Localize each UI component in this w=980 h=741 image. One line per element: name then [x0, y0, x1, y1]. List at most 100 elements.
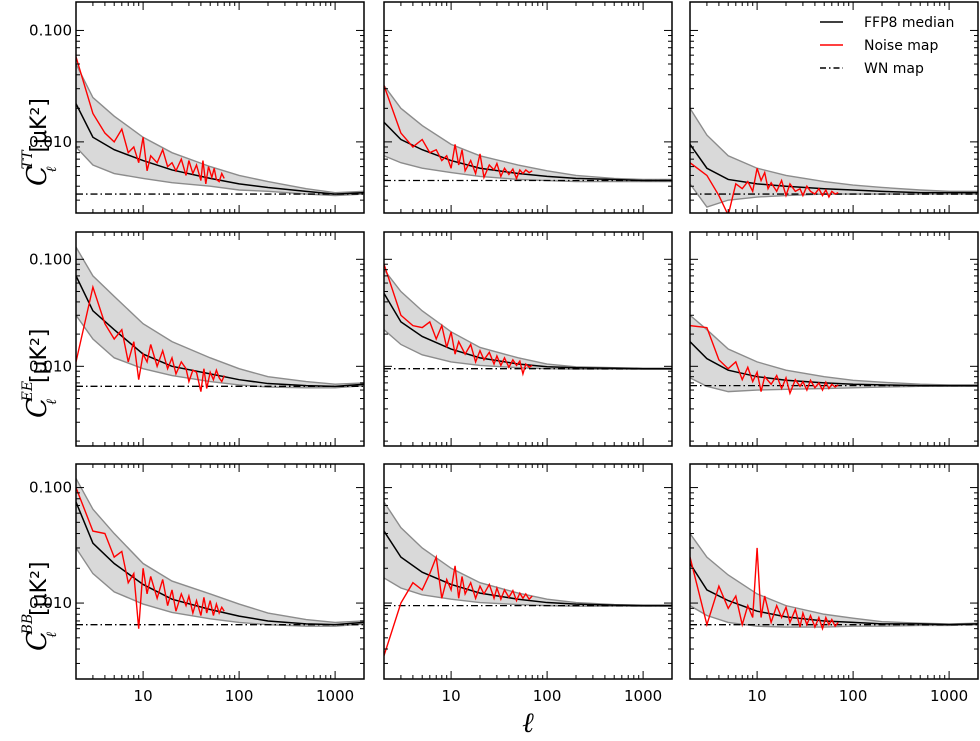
plot-area — [76, 246, 364, 392]
x-tick-label: 10 — [748, 687, 767, 705]
svg-text:CEEℓ[μK²]: CEE ℓ [μK²] — [20, 329, 60, 418]
noise-line — [690, 547, 839, 632]
plot-area — [690, 107, 978, 213]
noise-line — [76, 487, 225, 629]
ffp8-band — [76, 247, 364, 388]
band-upper-edge — [690, 107, 978, 193]
panel-tt-3 — [689, 1, 979, 214]
band-upper-edge — [76, 478, 364, 624]
x-tick-label: 10 — [134, 687, 153, 705]
x-tick-label: 1000 — [624, 687, 662, 705]
median-line — [690, 143, 978, 194]
ylabel-unit: [μK²] — [27, 329, 52, 383]
band-lower-edge — [690, 605, 978, 628]
plot-area — [384, 263, 672, 377]
panel-ee-3 — [689, 231, 979, 447]
band-lower-edge — [384, 577, 672, 607]
ylabel-symbol: C — [22, 165, 53, 186]
y-tick-label: 0.010 — [29, 594, 72, 612]
band-upper-edge — [76, 63, 364, 194]
svg-text:CTTℓ[μK²]: CTT ℓ [μK²] — [20, 98, 60, 186]
legend-label-median: FFP8 median — [864, 15, 954, 31]
ffp8-band — [690, 108, 978, 208]
x-tick-label: 100 — [533, 687, 562, 705]
ylabel-symbol: C — [22, 630, 53, 651]
x-tick-label: 1000 — [930, 687, 968, 705]
ffp8-band — [76, 478, 364, 627]
ylabel-superscript: EE — [20, 381, 36, 402]
legend-label-noise: Noise map — [864, 38, 939, 54]
row-label-tt: CTT ℓ [μK²] — [20, 98, 60, 186]
panel-bb-3: 10 100 1000 — [689, 463, 979, 705]
axes-frame — [383, 231, 673, 447]
y-tick-label: 0.010 — [29, 133, 72, 151]
row-label-ee: CEE ℓ [μK²] — [20, 329, 60, 418]
panel-ee-2 — [383, 231, 673, 447]
ffp8-band — [384, 502, 672, 607]
band-lower-edge — [76, 146, 364, 197]
legend-label-wn: WN map — [864, 61, 924, 77]
y-tick-label: 0.100 — [29, 479, 72, 497]
noise-line — [690, 162, 839, 213]
axes-frame — [689, 463, 979, 680]
ffp8-band — [690, 315, 978, 392]
plot-area — [76, 478, 364, 629]
x-tick-label: 1000 — [316, 687, 354, 705]
x-tick-label: 100 — [225, 687, 254, 705]
axes-frame — [383, 1, 673, 214]
panel-bb-2: 10 100 1000 — [383, 463, 673, 705]
y-tick-label: 0.010 — [29, 357, 72, 375]
panel-tt-1: 0.010 0.100 — [29, 1, 365, 214]
median-line — [384, 530, 672, 607]
panel-bb-1: 0.010 0.100 10 100 1000 — [29, 463, 365, 705]
ylabel-symbol: C — [22, 397, 53, 418]
axes-frame — [383, 463, 673, 680]
axes-frame — [75, 463, 365, 680]
x-tick-label: 10 — [442, 687, 461, 705]
band-lower-edge — [76, 547, 364, 627]
band-lower-edge — [384, 329, 672, 370]
svg-text:CBBℓ[μK²]: CBB ℓ [μK²] — [20, 561, 60, 651]
ylabel-subscript: ℓ — [44, 399, 60, 405]
band-upper-edge — [690, 314, 978, 386]
axes-frame — [75, 1, 365, 214]
plot-area — [384, 85, 672, 183]
y-tick-label: 0.100 — [29, 21, 72, 39]
panel-ee-1: 0.010 0.100 — [29, 231, 365, 447]
ylabel-subscript: ℓ — [44, 166, 60, 172]
ylabel-subscript: ℓ — [44, 632, 60, 638]
noise-line — [76, 56, 225, 184]
band-upper-edge — [76, 246, 364, 385]
plot-area — [690, 533, 978, 632]
ylabel-unit: [μK²] — [27, 98, 52, 152]
band-lower-edge — [384, 155, 672, 183]
noise-line — [384, 263, 533, 377]
ffp8-band — [690, 533, 978, 628]
plot-area — [384, 501, 672, 656]
plot-area — [76, 56, 364, 197]
legend: FFP8 median Noise map WN map — [820, 15, 954, 77]
plot-area — [690, 314, 978, 396]
median-line — [690, 341, 978, 387]
noise-line — [384, 554, 533, 656]
median-line — [76, 103, 364, 195]
x-tick-label: 100 — [839, 687, 868, 705]
noise-line — [76, 284, 225, 392]
band-upper-edge — [690, 533, 978, 625]
band-lower-edge — [76, 314, 364, 389]
noise-line — [690, 324, 839, 396]
row-label-bb: CBB ℓ [μK²] — [20, 561, 60, 651]
ylabel-superscript: TT — [20, 149, 36, 170]
band-upper-edge — [384, 85, 672, 181]
axes-frame — [75, 231, 365, 447]
ffp8-band — [384, 85, 672, 182]
ylabel-unit: [μK²] — [27, 561, 52, 615]
y-tick-label: 0.100 — [29, 250, 72, 268]
median-line — [76, 501, 364, 626]
ffp8-band — [76, 63, 364, 196]
ylabel-superscript: BB — [20, 614, 36, 636]
ffp8-band — [384, 269, 672, 370]
axes-frame — [689, 1, 979, 214]
